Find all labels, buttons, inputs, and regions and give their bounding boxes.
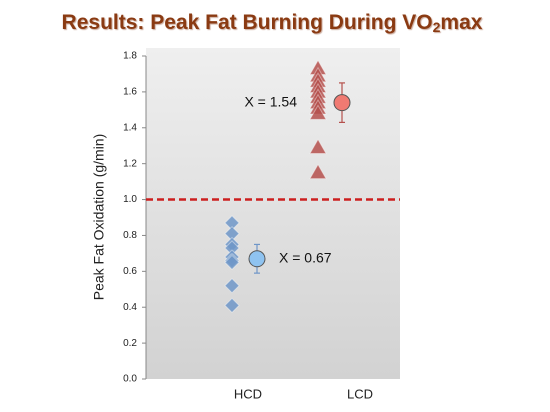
- y-tick-label: 1.6: [123, 87, 137, 98]
- y-tick-label: 0.0: [123, 374, 137, 385]
- plot-area: [146, 48, 400, 379]
- mean-label: X = 1.54: [244, 93, 297, 109]
- data-point: [309, 163, 327, 180]
- chart-title: Results: Peak Fat Burning During VO2max: [62, 11, 483, 35]
- x-tick-label: HCD: [234, 386, 262, 401]
- y-tick-label: 0.2: [123, 338, 137, 349]
- data-point: [224, 297, 240, 314]
- y-axis-label: Peak Fat Oxidation (g/min): [91, 134, 107, 301]
- x-tick-label: LCD: [347, 386, 373, 401]
- y-tick-label: 0.6: [123, 266, 137, 277]
- y-tick-label: 1.8: [123, 51, 137, 62]
- data-point: [309, 104, 327, 120]
- data-point: [224, 277, 240, 294]
- y-tick-label: 0.4: [123, 302, 137, 313]
- y-tick-label: 1.4: [123, 122, 137, 133]
- data-point: [224, 254, 240, 271]
- mean-label: X = 0.67: [279, 249, 332, 265]
- y-tick-label: 0.8: [123, 230, 137, 241]
- y-tick-label: 1.2: [123, 158, 137, 169]
- y-tick-label: 1.0: [123, 194, 137, 205]
- data-point: [309, 138, 327, 155]
- mean-marker: [248, 250, 266, 268]
- mean-marker: [333, 94, 351, 112]
